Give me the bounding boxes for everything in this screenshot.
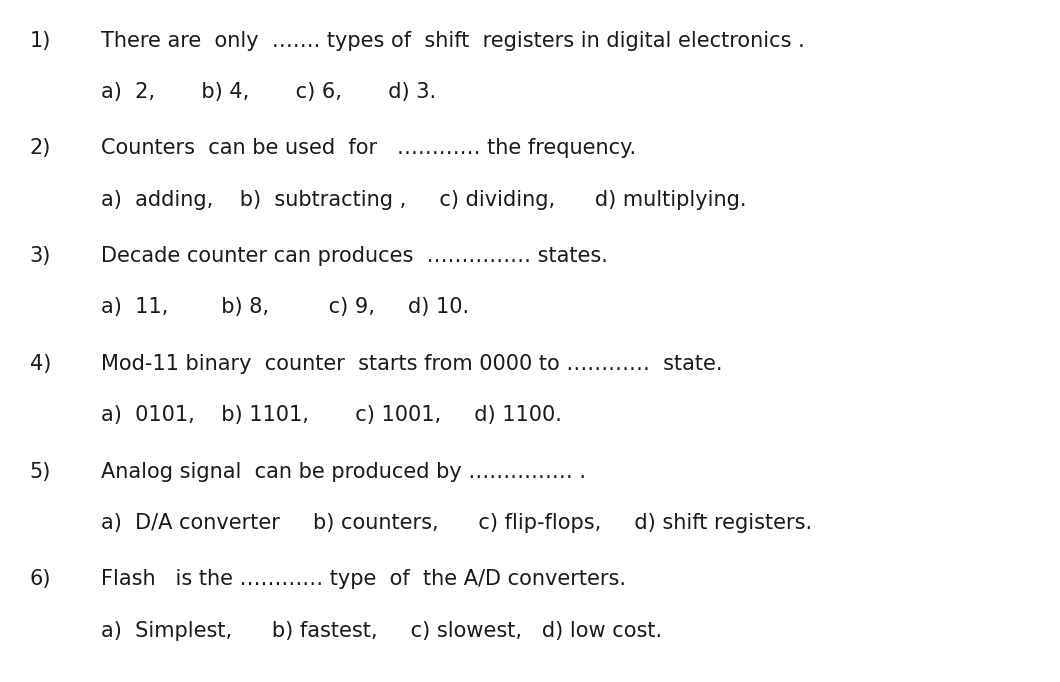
Text: Flash   is the ………… type  of  the A/D converters.: Flash is the ………… type of the A/D conver… <box>101 569 625 589</box>
Text: a)  11,        b) 8,         c) 9,     d) 10.: a) 11, b) 8, c) 9, d) 10. <box>101 297 469 317</box>
Text: a)  0101,    b) 1101,       c) 1001,     d) 1100.: a) 0101, b) 1101, c) 1001, d) 1100. <box>101 405 562 425</box>
Text: a)  adding,    b)  subtracting ,     c) dividing,      d) multiplying.: a) adding, b) subtracting , c) dividing,… <box>101 190 746 209</box>
Text: Decade counter can produces  …………… states.: Decade counter can produces …………… states… <box>101 246 607 266</box>
Text: 4): 4) <box>30 354 51 374</box>
Text: Analog signal  can be produced by …………… .: Analog signal can be produced by …………… . <box>101 462 586 481</box>
Text: 5): 5) <box>30 462 51 481</box>
Text: Mod-11 binary  counter  starts from 0000 to …………  state.: Mod-11 binary counter starts from 0000 t… <box>101 354 722 374</box>
Text: a)  2,       b) 4,       c) 6,       d) 3.: a) 2, b) 4, c) 6, d) 3. <box>101 82 436 102</box>
Text: 3): 3) <box>30 246 51 266</box>
Text: 1): 1) <box>30 31 51 50</box>
Text: a)  D/A converter     b) counters,      c) flip-flops,     d) shift registers.: a) D/A converter b) counters, c) flip-fl… <box>101 513 812 533</box>
Text: 6): 6) <box>30 569 51 589</box>
Text: a)  Simplest,      b) fastest,     c) slowest,   d) low cost.: a) Simplest, b) fastest, c) slowest, d) … <box>101 621 661 640</box>
Text: Counters  can be used  for   ………… the frequency.: Counters can be used for ………… the freque… <box>101 138 636 158</box>
Text: There are  only  ……. types of  shift  registers in digital electronics .: There are only ……. types of shift regist… <box>101 31 805 50</box>
Text: 2): 2) <box>30 138 51 158</box>
